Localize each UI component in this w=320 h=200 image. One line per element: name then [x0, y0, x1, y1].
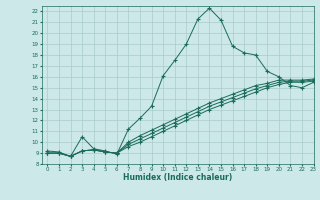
X-axis label: Humidex (Indice chaleur): Humidex (Indice chaleur) [123, 173, 232, 182]
